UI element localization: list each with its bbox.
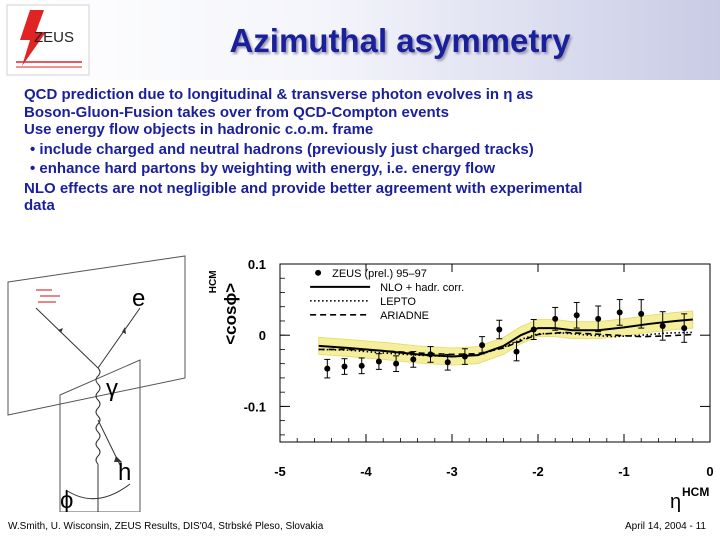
data-point [479, 342, 486, 349]
footer-left: W.Smith, U. Wisconsin, ZEUS Results, DIS… [8, 521, 324, 532]
data-point [324, 365, 331, 372]
legend-label: NLO + hadr. corr. [380, 282, 464, 294]
body-line-1: QCD prediction due to longitudinal & tra… [24, 86, 534, 103]
hadron-plane [59, 359, 141, 512]
data-point [573, 312, 580, 319]
azimuth-diagram: e γ h ϕ [7, 255, 186, 512]
data-point [638, 310, 645, 317]
axes-layer [279, 263, 711, 443]
photon-line [95, 367, 101, 465]
slide-body: QCD prediction due to longitudinal & tra… [24, 86, 714, 215]
nlo-band-layer [318, 310, 694, 366]
y-axis-label-sub: HCM [208, 270, 219, 293]
label-h: h [118, 459, 131, 486]
scattered-electron-line [97, 307, 141, 369]
x-tick-label: -5 [274, 464, 286, 479]
x-axis-label: η [670, 491, 681, 513]
lightning-icon [20, 10, 46, 66]
data-point [358, 362, 365, 369]
legend-label-zeus: ZEUS (prel.) 95–97 [332, 268, 427, 280]
incoming-electron-line [35, 307, 99, 369]
data-point [496, 326, 503, 333]
arrow-icon [122, 327, 126, 334]
x-tick-label: 0 [706, 464, 713, 479]
data-point [513, 348, 520, 355]
data-point [427, 351, 434, 358]
bullet-2: • enhance hard partons by weighting with… [30, 160, 496, 177]
plot-frame [279, 263, 711, 443]
header-band [0, 0, 720, 80]
legend: ZEUS (prel.) 95–97 NLO + hadr. corr. LEPTO… [310, 268, 464, 322]
data-point [461, 353, 468, 360]
footer-right: April 14, 2004 - 11 [625, 521, 706, 532]
body-line-4: NLO effects are not negligible and provi… [24, 179, 583, 197]
zeus-logo-graphic: ZEUS [6, 4, 90, 76]
data-point [393, 360, 400, 367]
x-tick-label: -1 [618, 464, 630, 479]
curves-layer [318, 318, 693, 358]
phi-arc [65, 483, 131, 500]
data-point [444, 359, 451, 366]
label-phi: ϕ [60, 487, 73, 512]
x-tick-label: -3 [446, 464, 458, 479]
x-tick-label: -2 [532, 464, 544, 479]
y-axis-label: <cosϕ> [221, 283, 240, 345]
zeus-logo: ZEUS [6, 4, 90, 76]
curve-ariadne [318, 331, 693, 356]
data-point [375, 358, 382, 365]
x-axis-label-sub: HCM [682, 485, 709, 499]
y-tick-label: 0.1 [248, 257, 266, 272]
legend-label: ARIADNE [380, 310, 429, 322]
data-point [552, 315, 559, 322]
label-e: e [132, 285, 145, 312]
data-points-layer [324, 299, 688, 379]
data-point [659, 322, 666, 329]
slide-title: Azimuthal asymmetry [229, 22, 571, 59]
lepton-plane [7, 255, 186, 416]
arrow-icon [114, 456, 122, 462]
data-point [681, 325, 688, 332]
body-line-3: Use energy flow objects in hadronic c.o.… [24, 121, 374, 138]
arrow-icon [58, 328, 63, 333]
y-tick-label: 0 [259, 328, 266, 343]
body-line-2: Boson-Gluon-Fusion takes over from QCD-C… [24, 103, 450, 121]
legend-marker-zeus [315, 269, 322, 276]
logo-text: ZEUS [34, 29, 74, 46]
data-point [616, 309, 623, 316]
label-gamma: γ [106, 375, 118, 402]
curve-lepto [318, 331, 693, 358]
plane-annotation [36, 289, 60, 303]
body-line-5: data [24, 197, 55, 214]
nlo-uncertainty-band [318, 310, 694, 366]
x-tick-label: -4 [360, 464, 372, 479]
y-tick-label: -0.1 [244, 399, 266, 414]
legend-label: LEPTO [380, 296, 416, 308]
bullet-1: • include charged and neutral hadrons (p… [30, 140, 534, 158]
data-point [595, 315, 602, 322]
data-point [341, 363, 348, 370]
data-point [410, 356, 417, 363]
data-point [530, 326, 537, 333]
